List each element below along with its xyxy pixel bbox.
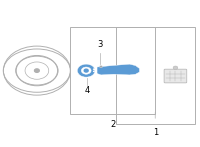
Circle shape: [35, 69, 39, 72]
FancyBboxPatch shape: [164, 69, 187, 83]
Polygon shape: [97, 64, 139, 75]
Text: 3: 3: [97, 40, 103, 49]
Circle shape: [99, 65, 103, 68]
Circle shape: [173, 66, 178, 70]
Bar: [70, 27, 155, 114]
Circle shape: [84, 69, 88, 72]
Text: 1: 1: [153, 128, 158, 137]
Bar: [116, 27, 195, 124]
Text: 2: 2: [110, 120, 115, 129]
Text: 4: 4: [85, 86, 90, 95]
Circle shape: [77, 64, 95, 77]
Circle shape: [81, 67, 91, 74]
